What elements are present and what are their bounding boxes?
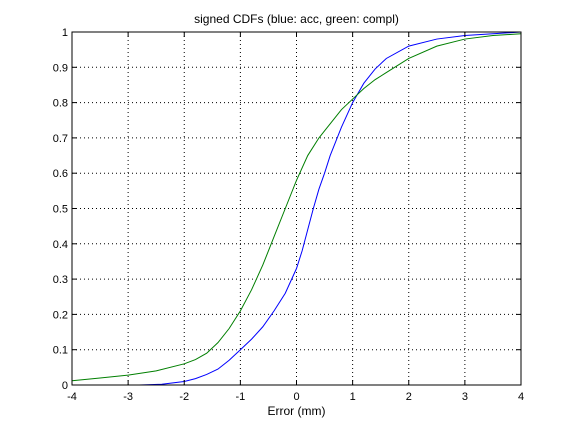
chart-title: signed CDFs (blue: acc, green: compl): [194, 12, 399, 26]
x-tick-label: 4: [518, 391, 524, 403]
y-tick-labels: 0 0.1 0.2 0.3 0.4 0.5 0.6 0.7 0.8 0.9 1: [53, 27, 68, 392]
y-tick-label: 0.6: [53, 168, 68, 180]
y-tick-label: 0.1: [53, 345, 68, 357]
y-tick-label: 0.7: [53, 133, 68, 145]
x-tick-label: 1: [350, 391, 356, 403]
x-axis-label: Error (mm): [268, 404, 326, 418]
grid-lines: [72, 32, 521, 385]
x-tick-label: 3: [462, 391, 468, 403]
x-tick-label: -2: [179, 391, 189, 403]
x-tick-label: 2: [406, 391, 412, 403]
y-tick-label: 0.8: [53, 98, 68, 110]
series-layer: [71, 31, 522, 386]
y-tick-label: 0.9: [53, 62, 68, 74]
y-tick-label: 0.4: [53, 239, 68, 251]
x-tick-labels: -4 -3 -2 -1 0 1 2 3 4: [67, 391, 524, 403]
x-tick-label: 0: [293, 391, 299, 403]
x-tick-label: -3: [123, 391, 133, 403]
y-tick-label: 0.5: [53, 204, 68, 216]
series-line-0: [139, 31, 522, 386]
tick-marks: [71, 31, 522, 386]
y-tick-label: 1: [62, 27, 68, 39]
y-tick-label: 0: [62, 380, 68, 392]
y-tick-label: 0.2: [53, 309, 68, 321]
x-tick-label: -4: [67, 391, 77, 403]
x-tick-label: -1: [235, 391, 245, 403]
series-line-1: [71, 33, 522, 382]
y-tick-label: 0.3: [53, 274, 68, 286]
